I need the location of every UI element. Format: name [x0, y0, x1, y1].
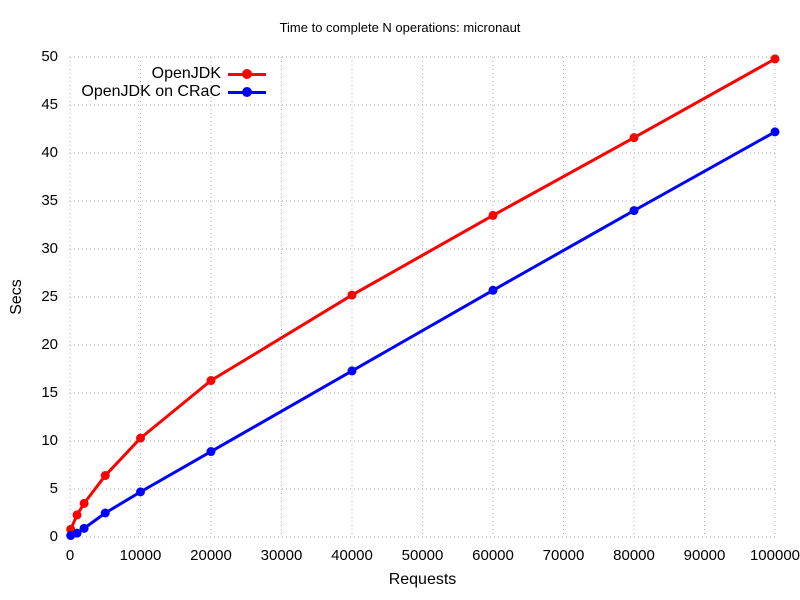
- data-point-marker: [79, 523, 89, 533]
- legend-line-sample-icon: [228, 87, 266, 97]
- x-tick-label: 80000: [613, 547, 655, 564]
- data-point-marker: [488, 210, 498, 220]
- legend-label-openjdk: OpenJDK: [151, 65, 221, 82]
- data-point-marker: [488, 285, 498, 295]
- x-tick-label: 0: [65, 547, 75, 564]
- data-point-marker: [347, 290, 357, 300]
- data-point-marker: [100, 471, 110, 481]
- x-tick-label: 60000: [472, 547, 514, 564]
- y-tick-label: 35: [41, 192, 58, 209]
- data-point-marker: [79, 498, 89, 508]
- data-point-marker: [100, 508, 110, 518]
- data-point-marker: [206, 376, 216, 386]
- y-tick-label: 0: [49, 528, 58, 545]
- y-tick-label: 20: [41, 336, 58, 353]
- x-axis-label: Requests: [388, 571, 457, 588]
- data-point-marker: [347, 366, 357, 376]
- data-point-marker: [770, 127, 780, 137]
- data-point-marker: [136, 487, 145, 497]
- y-tick-label: 25: [41, 288, 58, 305]
- y-tick-label: 30: [41, 240, 58, 257]
- data-point-marker: [206, 447, 216, 457]
- x-tick-label: 10000: [119, 547, 162, 564]
- data-point-marker: [136, 433, 145, 443]
- x-tick-label: 20000: [190, 547, 232, 564]
- legend-marker-icon: [242, 69, 252, 79]
- x-tick-label: 90000: [683, 547, 726, 564]
- legend-line-sample-icon: [228, 69, 266, 79]
- data-point-marker: [629, 206, 639, 216]
- legend-item-openjdk: OpenJDK: [25, 65, 266, 83]
- y-tick-label: 10: [41, 432, 58, 449]
- legend-marker-icon: [242, 87, 252, 97]
- legend: OpenJDK OpenJDK on CRaC: [25, 65, 266, 101]
- y-tick-label: 45: [41, 96, 58, 113]
- x-tick-label: 100000: [749, 547, 800, 564]
- chart-title: Time to complete N operations: micronaut: [279, 20, 521, 35]
- data-point-marker: [770, 54, 780, 64]
- data-point-marker: [72, 528, 82, 538]
- data-point-marker: [629, 133, 639, 143]
- y-tick-label: 40: [41, 144, 58, 161]
- x-tick-label: 40000: [331, 547, 373, 564]
- y-tick-label: 50: [41, 48, 58, 65]
- legend-item-openjdk-on-crac: OpenJDK on CRaC: [25, 83, 266, 101]
- data-point-marker: [72, 510, 82, 520]
- x-tick-label: 30000: [260, 547, 303, 564]
- x-tick-label: 70000: [542, 547, 585, 564]
- y-tick-label: 15: [41, 384, 58, 401]
- y-tick-label: 5: [49, 480, 58, 497]
- series-line-0: [69, 57, 777, 531]
- x-tick-label: 50000: [401, 547, 444, 564]
- legend-label-openjdk-on-crac: OpenJDK on CRaC: [81, 83, 221, 100]
